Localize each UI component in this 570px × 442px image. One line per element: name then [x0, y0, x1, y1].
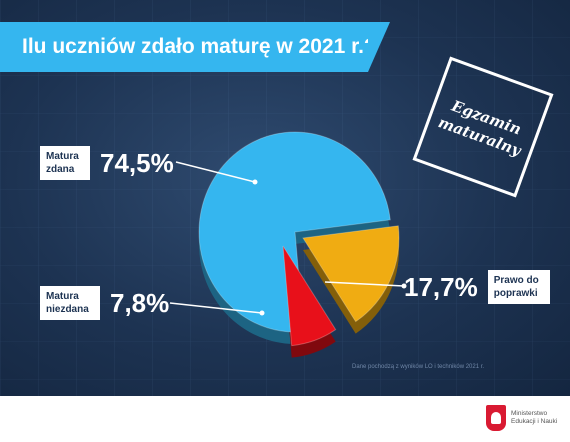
logo-line-1: Ministerstwo [511, 410, 548, 417]
callout-failed-label: Matura niezdana [40, 286, 100, 320]
slice-passed [198, 131, 391, 333]
leader-line-failed [169, 302, 263, 314]
callout-retake: 17,7% Prawo do poprawki [404, 270, 550, 304]
callout-passed-value: 74,5% [100, 147, 174, 178]
chart-title: Ilu uczniów zdało maturę w 2021 r.? [22, 35, 377, 58]
callout-failed-value: 7,8% [110, 287, 170, 318]
ministry-logo: Ministerstwo Edukacji i Nauki [486, 405, 557, 431]
leader-line-passed-dot [252, 179, 258, 185]
pie-chart [169, 131, 407, 358]
leader-line-passed [175, 161, 256, 183]
infographic-panel: Ilu uczniów zdało maturę w 2021 r.? Egza… [0, 0, 570, 396]
title-banner: Ilu uczniów zdało maturę w 2021 r.? [0, 22, 390, 72]
callout-retake-label: Prawo do poprawki [487, 270, 550, 304]
callout-passed-label: Matura zdana [40, 146, 90, 180]
source-note: Dane pochodzą z wyników LO i techników 2… [352, 364, 485, 370]
eagle-emblem-icon [486, 405, 506, 431]
callout-retake-value: 17,7% [404, 271, 478, 302]
logo-line-2: Edukacji i Nauki [511, 418, 558, 425]
callout-passed: Matura zdana 74,5% [40, 146, 174, 180]
leader-line-retake [324, 281, 405, 287]
callout-failed: Matura niezdana 7,8% [40, 286, 169, 320]
slice-retake [302, 225, 400, 323]
slice-failed [282, 245, 337, 347]
leader-line-retake-dot [401, 283, 407, 289]
logo-text: Ministerstwo Edukacji i Nauki [511, 410, 557, 426]
leader-line-failed-dot [259, 310, 265, 316]
